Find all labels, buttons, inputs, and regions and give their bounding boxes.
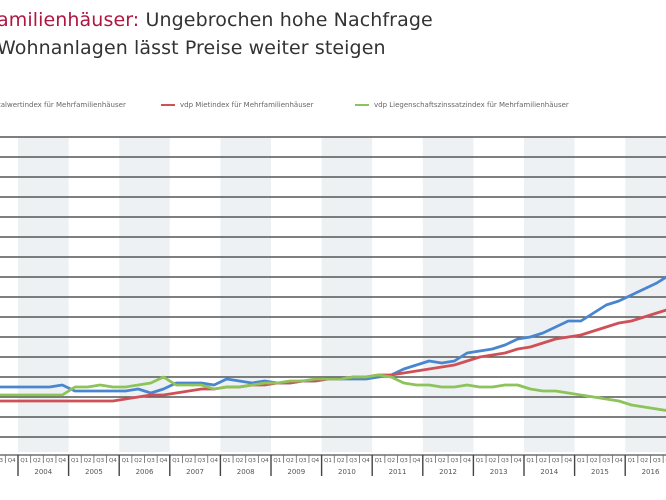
quarter-label: Q4 [413, 458, 421, 464]
quarter-label: Q2 [488, 458, 496, 464]
series-line-2 [0, 373, 666, 412]
quarter-label: Q1 [172, 458, 180, 464]
year-label-2011: 2011 [389, 468, 407, 476]
year-label-2009: 2009 [287, 468, 305, 476]
series-line-0 [0, 275, 666, 395]
quarter-label: Q1 [71, 458, 79, 464]
year-label-2008: 2008 [237, 468, 255, 476]
year-band-2008 [220, 137, 271, 452]
year-label-2015: 2015 [591, 468, 609, 476]
quarter-label: Q4 [160, 458, 168, 464]
title-accent: amilienhäuser: [0, 9, 140, 31]
title-line-2: Wohnanlagen lässt Preise weiter steigen [0, 37, 386, 59]
year-label-2004: 2004 [34, 468, 52, 476]
quarter-label: Q1 [577, 458, 585, 464]
quarter-label: Q4 [564, 458, 572, 464]
quarter-label: Q2 [33, 458, 41, 464]
quarter-label: Q4 [362, 458, 370, 464]
year-label-2010: 2010 [338, 468, 356, 476]
quarter-label: Q3 [653, 458, 661, 464]
legend-swatch-red [161, 104, 175, 106]
quarter-label: Q2 [438, 458, 446, 464]
quarter-label: Q3 [248, 458, 256, 464]
legend-label-liegenschaft: vdp Liegenschaftszinssatzindex für Mehrf… [374, 101, 569, 109]
legend-label-miet: vdp Mietindex für Mehrfamilienhäuser [180, 101, 314, 109]
quarter-label: Q2 [590, 458, 598, 464]
quarter-label: Q1 [20, 458, 28, 464]
legend-item-kapitalwert: talwertindex für Mehrfamilienhäuser [0, 101, 126, 109]
quarter-label: Q4 [514, 458, 522, 464]
quarter-label: Q4 [261, 458, 269, 464]
year-band-2010 [321, 137, 373, 452]
quarter-label: Q2 [286, 458, 294, 464]
year-label-2006: 2006 [136, 468, 154, 476]
quarter-label: Q1 [628, 458, 636, 464]
year-band-2012 [422, 137, 474, 452]
quarter-label: Q1 [223, 458, 231, 464]
quarter-label: Q4 [311, 458, 319, 464]
year-label-2016: 2016 [642, 468, 660, 476]
quarter-label: Q3 [400, 458, 408, 464]
quarter-label: Q3 [147, 458, 155, 464]
quarter-label: Q1 [273, 458, 281, 464]
quarter-label: Q1 [324, 458, 332, 464]
quarter-label: Q1 [476, 458, 484, 464]
year-band-2014 [524, 137, 575, 452]
legend-label-kapitalwert: talwertindex für Mehrfamilienhäuser [0, 101, 126, 109]
quarter-label: Q4 [615, 458, 623, 464]
quarter-label: Q3 [46, 458, 54, 464]
quarter-label: Q2 [387, 458, 395, 464]
quarter-label: Q2 [539, 458, 547, 464]
legend-item-liegenschaft: vdp Liegenschaftszinssatzindex für Mehrf… [355, 101, 569, 109]
chart-title: amilienhäuser: Ungebrochen hohe Nachfrag… [0, 6, 433, 62]
legend-swatch-green [355, 104, 369, 106]
year-label-2007: 2007 [186, 468, 204, 476]
quarter-label: Q3 [299, 458, 307, 464]
quarter-label: Q4 [8, 458, 16, 464]
year-label-2005: 2005 [85, 468, 103, 476]
title-line-1: amilienhäuser: Ungebrochen hohe Nachfrag… [0, 6, 433, 34]
quarter-label: Q1 [122, 458, 130, 464]
quarter-label: Q4 [58, 458, 66, 464]
year-label-2013: 2013 [490, 468, 508, 476]
quarter-label: Q2 [185, 458, 193, 464]
quarter-label: Q3 [96, 458, 104, 464]
quarter-label: Q3 [349, 458, 357, 464]
quarter-label: Q2 [337, 458, 345, 464]
year-label-2014: 2014 [540, 468, 558, 476]
year-label-2012: 2012 [439, 468, 457, 476]
quarter-label: Q1 [526, 458, 534, 464]
legend-item-miet: vdp Mietindex für Mehrfamilienhäuser [161, 101, 313, 109]
quarter-label: Q4 [463, 458, 471, 464]
quarter-label: Q2 [134, 458, 142, 464]
quarter-label: Q3 [198, 458, 206, 464]
title-line-1-rest: Ungebrochen hohe Nachfrage [139, 9, 433, 31]
quarter-label: Q2 [235, 458, 243, 464]
quarter-label: Q2 [84, 458, 92, 464]
quarter-label: Q1 [425, 458, 433, 464]
quarter-label: Q4 [109, 458, 117, 464]
quarter-label: Q3 [501, 458, 509, 464]
quarter-label: Q1 [375, 458, 383, 464]
quarter-label: Q3 [451, 458, 459, 464]
year-band-2006 [119, 137, 170, 452]
year-band-2004 [18, 137, 69, 452]
quarter-label: Q3 [552, 458, 560, 464]
quarter-label: Q3 [0, 458, 3, 464]
quarter-label: Q2 [640, 458, 648, 464]
quarter-label: Q3 [602, 458, 610, 464]
quarter-label: Q4 [210, 458, 218, 464]
